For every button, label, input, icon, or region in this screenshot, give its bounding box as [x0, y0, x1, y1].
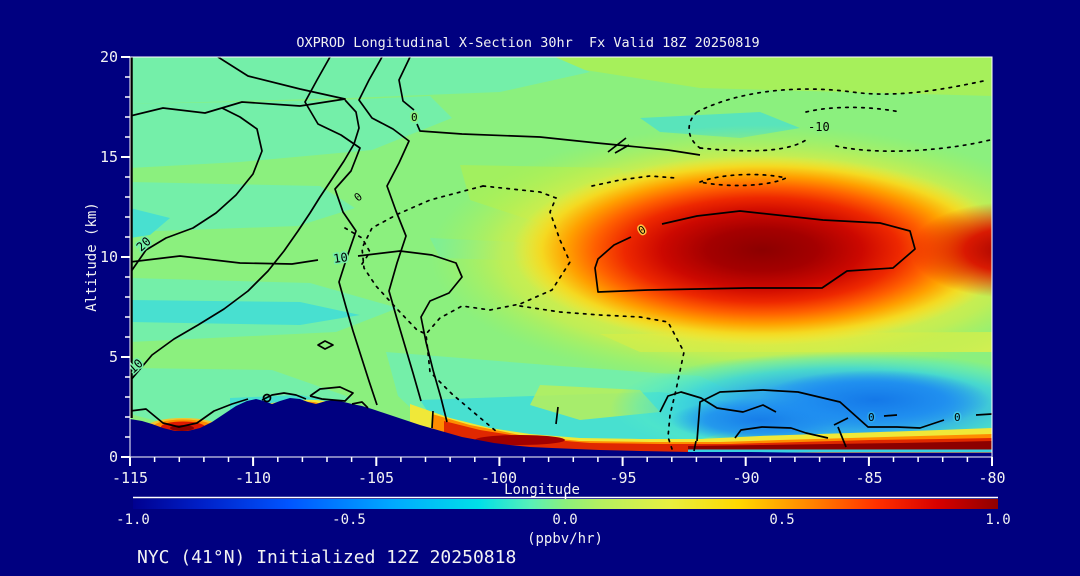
y-tick-label: 15: [100, 148, 118, 166]
contour-label: 0: [868, 411, 875, 424]
y-tick-label: 20: [100, 48, 118, 66]
contour-label: 10: [332, 250, 348, 266]
solid-contour-lines: [130, 57, 992, 452]
x-tick-label: -90: [732, 469, 759, 487]
colorbar-tick-label: 0.0: [552, 512, 577, 528]
contour-label: 0: [411, 111, 418, 124]
y-axis-minor-ticks: [125, 76, 130, 438]
production-max-right-edge: [910, 202, 992, 298]
colorbar-tick-label: 1.0: [985, 512, 1010, 528]
plot-title: OXPROD Longitudinal X-Section 30hr Fx Va…: [296, 35, 759, 51]
y-tick-label: 10: [100, 248, 118, 266]
x-axis-minor-ticks: [129, 457, 993, 462]
y-axis-major-ticks: [121, 56, 130, 458]
x-tick-label: -85: [855, 469, 882, 487]
colorbar-units-label: (ppbv/hr): [527, 531, 603, 547]
colorbar: -1.0 -0.5 0.0 0.5 1.0 (ppbv/hr): [116, 493, 1011, 547]
x-axis-title: Longitude: [504, 482, 580, 498]
y-tick-label: 0: [109, 448, 118, 466]
x-tick-labels: -115 -110 -105 -100 -95 -90 -85 -80: [112, 469, 1006, 487]
x-axis-major-ticks: [129, 457, 993, 466]
colorbar-tick-label: -1.0: [116, 512, 150, 528]
dotted-contour-lines: [344, 79, 991, 450]
destruction-region-core: [760, 370, 990, 430]
axes: -115 -110 -105 -100 -95 -90 -85 -80 0 5 …: [84, 48, 1006, 498]
y-tick-label: 5: [109, 348, 118, 366]
y-axis-title: Altitude (km): [84, 202, 100, 312]
production-max-core: [512, 155, 992, 345]
contour-fill-field: 10 20 10 -10 0 0 0 0 0: [130, 57, 992, 457]
colorbar-tick-label: -0.5: [332, 512, 366, 528]
contour-label: 0: [954, 411, 961, 424]
colorbar-tick-label: 0.5: [769, 512, 794, 528]
surface-production-layer: [147, 399, 992, 453]
x-tick-label: -95: [609, 469, 636, 487]
terrain-silhouette: [130, 398, 992, 457]
x-tick-label: -105: [358, 469, 394, 487]
x-tick-label: -110: [235, 469, 271, 487]
x-tick-label: -80: [978, 469, 1005, 487]
station-init-label: NYC (41°N) Initialized 12Z 20250818: [137, 547, 516, 568]
x-tick-label: -100: [481, 469, 517, 487]
y-tick-labels: 0 5 10 15 20: [100, 48, 118, 466]
colorbar-gradient: [133, 499, 998, 509]
x-tick-label: -115: [112, 469, 148, 487]
contour-label: -10: [808, 120, 830, 134]
colorbar-tick-labels: -1.0 -0.5 0.0 0.5 1.0: [116, 512, 1011, 528]
